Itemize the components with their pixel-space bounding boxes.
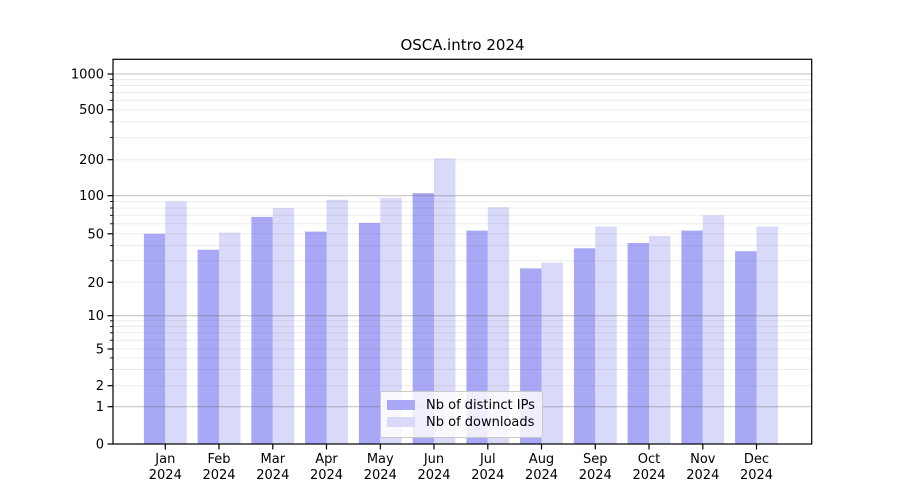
x-tick-label-year: 2024 bbox=[417, 468, 450, 483]
legend-label-distinct-ips: Nb of distinct IPs bbox=[426, 397, 535, 413]
x-tick-label-month: Apr bbox=[315, 452, 338, 467]
x-tick-label-month: Aug bbox=[529, 452, 554, 467]
bar-downloads bbox=[595, 226, 617, 444]
y-tick-label: 1 bbox=[96, 400, 104, 415]
bar-downloads bbox=[649, 236, 671, 444]
plot-border bbox=[112, 58, 813, 445]
bar-downloads bbox=[541, 262, 563, 444]
x-tick-label-year: 2024 bbox=[149, 468, 182, 483]
x-tick-label-month: Mar bbox=[261, 452, 286, 467]
bar-distinct-ips bbox=[627, 243, 649, 444]
bar-downloads bbox=[702, 215, 725, 444]
bar-distinct-ips bbox=[251, 216, 273, 444]
bar-distinct-ips bbox=[412, 193, 434, 444]
x-tick-label-month: Nov bbox=[690, 452, 716, 467]
y-tick-label: 5 bbox=[96, 343, 104, 358]
y-tick-label: 0 bbox=[96, 438, 104, 453]
bar-downloads bbox=[380, 197, 402, 444]
x-tick-label-month: May bbox=[367, 452, 394, 467]
legend-item-distinct-ips: Nb of distinct IPs bbox=[387, 397, 542, 413]
x-tick-label-month: Jun bbox=[423, 452, 444, 467]
x-tick-label-year: 2024 bbox=[740, 468, 773, 483]
legend-label-downloads: Nb of downloads bbox=[426, 414, 535, 430]
legend: Nb of distinct IPs Nb of downloads bbox=[380, 391, 543, 438]
x-tick-label-year: 2024 bbox=[256, 468, 289, 483]
bar-distinct-ips bbox=[466, 230, 488, 444]
bar-downloads bbox=[487, 207, 510, 444]
x-tick-label-year: 2024 bbox=[202, 468, 235, 483]
bar-distinct-ips bbox=[573, 248, 596, 444]
bar-downloads bbox=[434, 158, 456, 444]
bar-downloads bbox=[272, 208, 295, 444]
bar-distinct-ips bbox=[681, 230, 703, 444]
bar-downloads bbox=[326, 199, 348, 444]
x-tick-label-year: 2024 bbox=[525, 468, 558, 483]
y-tick-label: 2 bbox=[96, 379, 104, 394]
x-tick-label-year: 2024 bbox=[579, 468, 612, 483]
x-tick-label-month: Oct bbox=[638, 452, 660, 467]
x-tick-label-year: 2024 bbox=[364, 468, 397, 483]
y-tick-label: 100 bbox=[79, 189, 104, 204]
chart-title: OSCA.intro 2024 bbox=[400, 36, 525, 54]
x-tick-label-month: Feb bbox=[207, 452, 230, 467]
y-tick-label: 500 bbox=[79, 103, 104, 118]
y-tick-label: 20 bbox=[87, 276, 104, 291]
bar-distinct-ips bbox=[305, 231, 327, 444]
x-tick-label-year: 2024 bbox=[471, 468, 504, 483]
y-tick-label: 10 bbox=[87, 309, 104, 324]
bar-downloads bbox=[219, 232, 241, 444]
legend-swatch-downloads bbox=[387, 417, 415, 427]
x-tick-label-year: 2024 bbox=[632, 468, 665, 483]
y-tick-label: 1000 bbox=[71, 68, 104, 83]
x-tick-label-month: Dec bbox=[744, 452, 769, 467]
legend-swatch-distinct-ips bbox=[387, 400, 415, 410]
x-tick-label-year: 2024 bbox=[310, 468, 343, 483]
x-tick-label-month: Sep bbox=[583, 452, 608, 467]
x-tick-label-year: 2024 bbox=[686, 468, 719, 483]
legend-item-downloads: Nb of downloads bbox=[387, 414, 542, 430]
bar-distinct-ips bbox=[197, 249, 219, 444]
bar-distinct-ips bbox=[143, 233, 166, 444]
bar-downloads bbox=[756, 226, 778, 444]
y-tick-label: 50 bbox=[87, 227, 104, 242]
bar-distinct-ips bbox=[735, 251, 757, 444]
bar-distinct-ips bbox=[358, 222, 381, 444]
bar-downloads bbox=[165, 201, 187, 444]
y-tick-label: 200 bbox=[79, 153, 104, 168]
x-tick-label-month: Jul bbox=[479, 452, 496, 467]
x-tick-label-month: Jan bbox=[154, 452, 175, 467]
